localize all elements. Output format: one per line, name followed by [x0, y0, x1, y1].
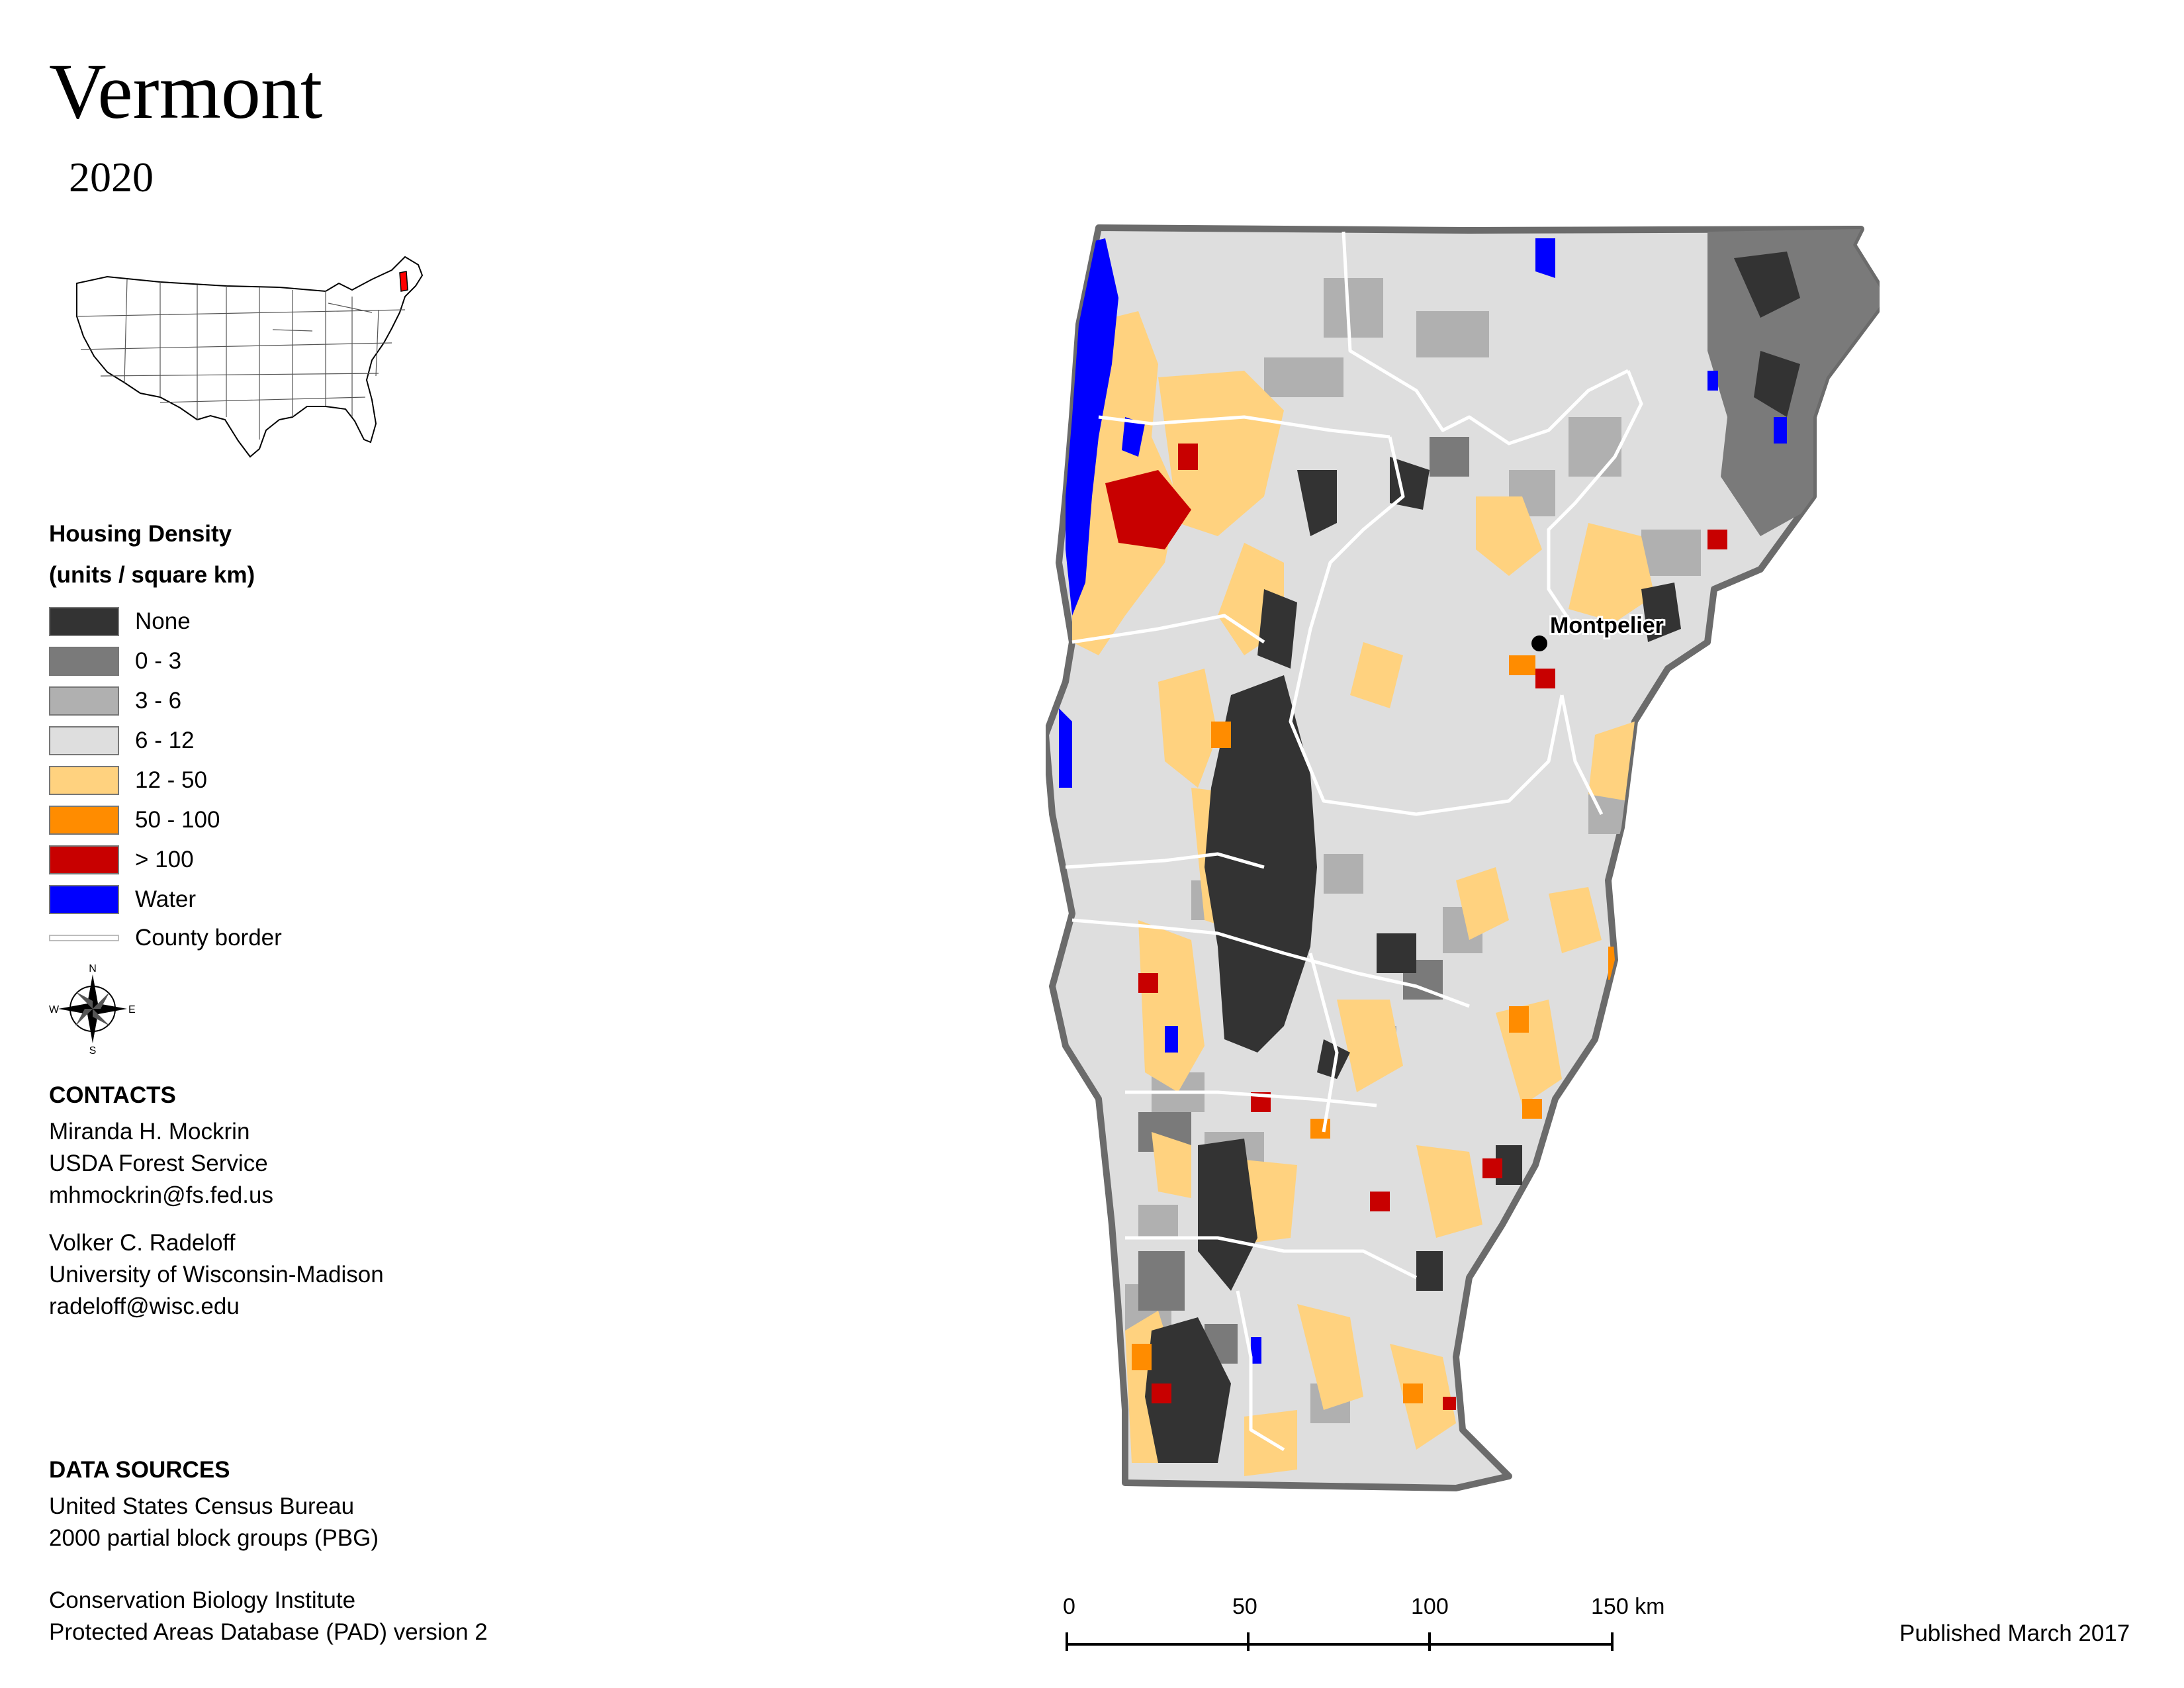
published-date: Published March 2017: [1899, 1620, 2130, 1646]
contact-name: Miranda H. Mockrin: [49, 1119, 250, 1145]
density-layer: [1059, 229, 1880, 1476]
legend-item-over-100: > 100: [49, 845, 194, 875]
legend-item-water: Water: [49, 884, 196, 915]
contact-block-2: Volker C. Radeloff University of Wiscons…: [49, 1227, 384, 1323]
legend-label: > 100: [135, 847, 194, 872]
scale-tick-label: 150 km: [1591, 1594, 1665, 1619]
compass-n: N: [89, 963, 97, 974]
contact-block-1: Miranda H. Mockrin USDA Forest Service m…: [49, 1116, 273, 1211]
legend-item-12-50: 12 - 50: [49, 765, 207, 796]
legend-title: Housing Density: [49, 521, 232, 547]
legend-label: 50 - 100: [135, 807, 220, 833]
source-detail: 2000 partial block groups (PBG): [49, 1525, 379, 1551]
source-block-1: United States Census Bureau 2000 partial…: [49, 1491, 379, 1554]
source-name: Conservation Biology Institute: [49, 1587, 356, 1613]
legend-swatch: [49, 686, 119, 716]
legend-label: 0 - 3: [135, 648, 182, 674]
map-year: 2020: [69, 154, 154, 201]
legend-item-6-12: 6 - 12: [49, 726, 195, 756]
source-detail: Protected Areas Database (PAD) version 2: [49, 1619, 488, 1645]
contact-email[interactable]: mhmockrin@fs.fed.us: [49, 1182, 273, 1208]
legend-swatch: [49, 806, 119, 835]
legend-label: None: [135, 608, 191, 634]
legend-item-50-100: 50 - 100: [49, 805, 220, 835]
us-state-lines: [76, 279, 406, 440]
legend-swatch: [49, 607, 119, 636]
scale-tick-label: 100: [1411, 1594, 1449, 1619]
density-none-areas: [1145, 252, 1800, 1463]
legend-label: Water: [135, 886, 197, 912]
density-50-100-spots: [1132, 655, 1635, 1403]
legend-item-3-6: 3 - 6: [49, 686, 181, 716]
source-name: United States Census Bureau: [49, 1493, 355, 1519]
legend-label: 6 - 12: [135, 727, 195, 753]
contact-org: University of Wisconsin-Madison: [49, 1262, 384, 1288]
contact-name: Volker C. Radeloff: [49, 1230, 236, 1256]
legend-swatch: [49, 766, 119, 795]
legend-label: County border: [135, 925, 282, 951]
vermont-highlight: [399, 271, 408, 292]
scale-bar-line: [1066, 1632, 1614, 1651]
legend-units: (units / square km): [49, 562, 255, 588]
legend-swatch: [49, 647, 119, 676]
compass-rose-icon: N S W E: [49, 963, 136, 1055]
water-bodies: [1059, 238, 1787, 1364]
compass-s: S: [89, 1045, 97, 1055]
legend-swatch: [49, 726, 119, 755]
contact-email[interactable]: radeloff@wisc.edu: [49, 1293, 240, 1319]
scale-tick-label: 50: [1232, 1594, 1257, 1619]
legend-line-swatch: [49, 935, 119, 941]
vermont-housing-density-map[interactable]: Montpelier: [1046, 218, 1880, 1529]
legend-label: 3 - 6: [135, 688, 182, 714]
data-sources-heading: DATA SOURCES: [49, 1457, 230, 1483]
legend-item-0-3: 0 - 3: [49, 646, 181, 677]
legend-label: 12 - 50: [135, 767, 207, 793]
legend-item-county-border: County border: [49, 923, 282, 953]
legend-swatch: [49, 845, 119, 874]
scale-tick-label: 0: [1063, 1594, 1075, 1619]
compass-w: W: [49, 1004, 60, 1015]
contacts-heading: CONTACTS: [49, 1082, 176, 1108]
us-locator-inset-map: [76, 256, 424, 458]
montpelier-marker: [1531, 635, 1547, 651]
map-title: Vermont: [49, 47, 323, 135]
legend-swatch: [49, 885, 119, 914]
contact-org: USDA Forest Service: [49, 1150, 268, 1176]
us-outline: [76, 256, 424, 458]
legend-item-none: None: [49, 606, 191, 637]
source-block-2: Conservation Biology Institute Protected…: [49, 1585, 488, 1648]
city-label-montpelier: Montpelier: [1550, 613, 1664, 638]
county-borders: [1065, 231, 1643, 1452]
compass-e: E: [128, 1004, 136, 1015]
